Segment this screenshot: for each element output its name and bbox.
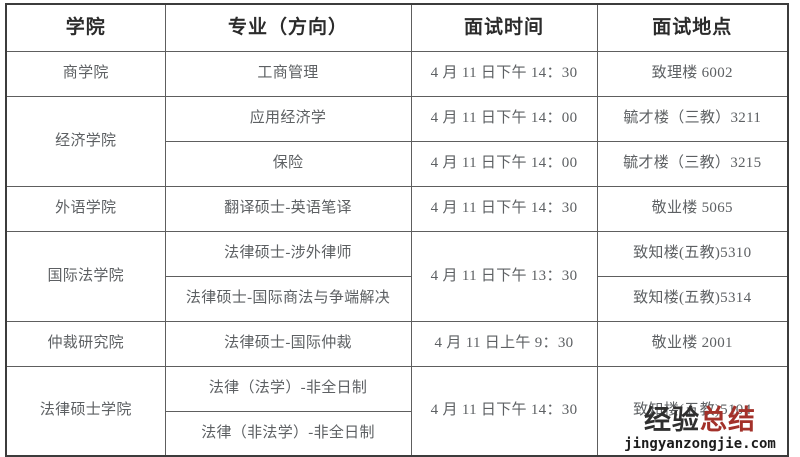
cell-college: 仲裁研究院 — [5, 320, 166, 367]
cell-college: 经济学院 — [5, 95, 166, 187]
cell-college: 外语学院 — [5, 185, 166, 232]
table-body: 商学院 工商管理 4 月 11 日下午 14：30 致理楼 6002 经济学院 … — [5, 50, 789, 457]
cell-place: 敬业楼 2001 — [596, 320, 789, 367]
column-header-college: 学院 — [5, 3, 166, 52]
cell-time: 4 月 11 日下午 14：30 — [410, 365, 598, 457]
cell-college: 国际法学院 — [5, 230, 166, 322]
cell-time: 4 月 11 日下午 14：30 — [410, 50, 598, 97]
table-row: 商学院 工商管理 4 月 11 日下午 14：30 致理楼 6002 — [5, 50, 789, 97]
table-row: 保险 4 月 11 日下午 14：00 毓才楼（三教）3215 — [6, 140, 789, 187]
cell-place: 致知楼(五教)5310 — [596, 230, 789, 277]
cell-college: 商学院 — [5, 50, 166, 97]
cell-time: 4 月 11 日下午 14：30 — [410, 185, 598, 232]
cell-major: 保险 — [164, 140, 412, 187]
table-row: 外语学院 翻译硕士-英语笔译 4 月 11 日下午 14：30 敬业楼 5065 — [5, 185, 789, 232]
cell-place: 毓才楼（三教）3215 — [596, 140, 789, 187]
cell-major: 法律（非法学）-非全日制 — [164, 410, 412, 457]
cell-place: 致知楼(五教)5314 — [596, 275, 789, 322]
cell-place: 敬业楼 5065 — [596, 185, 789, 232]
table-row: 国际法学院 法律硕士-涉外律师 4 月 11 日下午 13：30 致知楼(五教)… — [5, 230, 789, 322]
cell-major: 法律硕士-国际商法与争端解决 — [164, 275, 412, 322]
table-row: 法律（非法学）-非全日制 — [6, 410, 788, 457]
cell-time: 4 月 11 日上午 9：30 — [410, 320, 598, 367]
cell-place: 致理楼 6002 — [596, 50, 789, 97]
table-header: 学院 专业（方向） 面试时间 面试地点 — [5, 3, 789, 52]
header-row: 学院 专业（方向） 面试时间 面试地点 — [5, 3, 789, 52]
table-row: 经济学院 应用经济学 4 月 11 日下午 14：00 毓才楼（三教）3211 — [5, 95, 789, 187]
cell-major: 法律硕士-国际仲裁 — [164, 320, 412, 367]
cell-place: 致知楼(五教)5104 — [596, 365, 789, 457]
table-row: 法律硕士-国际商法与争端解决 致知楼(五教)5314 — [6, 275, 789, 322]
cell-college: 法律硕士学院 — [5, 365, 166, 457]
column-header-time: 面试时间 — [410, 3, 598, 52]
cell-major: 应用经济学 — [164, 95, 412, 142]
cell-place: 毓才楼（三教）3211 — [596, 95, 789, 142]
interview-schedule-table: 学院 专业（方向） 面试时间 面试地点 商学院 工商管理 4 月 11 日下午 … — [5, 3, 789, 457]
table-row: 法律硕士学院 法律（法学）-非全日制 4 月 11 日下午 14：30 致知楼(… — [5, 365, 789, 457]
column-header-place: 面试地点 — [596, 3, 789, 52]
column-header-major: 专业（方向） — [164, 3, 412, 52]
cell-major: 法律硕士-涉外律师 — [164, 230, 412, 277]
cell-time: 4 月 11 日下午 14：00 — [410, 95, 598, 142]
cell-major: 工商管理 — [164, 50, 412, 97]
cell-time: 4 月 11 日下午 13：30 — [410, 230, 598, 322]
cell-time: 4 月 11 日下午 14：00 — [410, 140, 598, 187]
cell-major: 翻译硕士-英语笔译 — [164, 185, 412, 232]
table-row: 仲裁研究院 法律硕士-国际仲裁 4 月 11 日上午 9：30 敬业楼 2001 — [5, 320, 789, 367]
cell-major: 法律（法学）-非全日制 — [164, 365, 412, 412]
